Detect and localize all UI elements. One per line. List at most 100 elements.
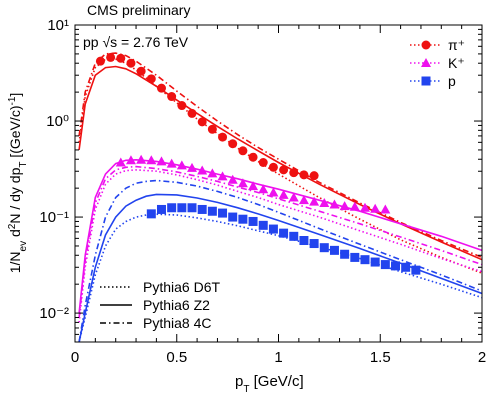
point-square-2 bbox=[167, 203, 177, 213]
point-triangle-7 bbox=[187, 162, 198, 172]
point-triangle-18 bbox=[298, 195, 309, 205]
point-triangle-25 bbox=[370, 203, 381, 213]
point-square-15 bbox=[299, 236, 309, 246]
point-square-7 bbox=[218, 208, 228, 218]
point-square-20 bbox=[350, 252, 360, 262]
point-square-26 bbox=[411, 265, 421, 275]
curve-K-solid bbox=[78, 158, 483, 314]
y-tick-label: 10⁻¹ bbox=[39, 209, 69, 226]
curve-pi-solid bbox=[78, 65, 483, 261]
y-tick-label: 10⁻² bbox=[39, 305, 69, 322]
point-triangle-14 bbox=[258, 184, 269, 194]
data-points bbox=[95, 52, 421, 275]
point-triangle-6 bbox=[176, 160, 187, 170]
legend-marker-circle bbox=[421, 40, 431, 50]
x-tick-label: 0.5 bbox=[166, 349, 187, 366]
point-triangle-24 bbox=[359, 202, 370, 212]
point-square-5 bbox=[197, 204, 207, 214]
particle-legend: π⁺ K⁺ p bbox=[410, 37, 465, 89]
point-circle-19 bbox=[289, 168, 299, 178]
generator-legend: Pythia6 D6T Pythia6 Z2 Pythia8 4C bbox=[100, 279, 220, 331]
point-circle-8 bbox=[177, 101, 187, 111]
point-circle-2 bbox=[116, 53, 126, 63]
axis-ticks bbox=[74, 24, 483, 343]
legend-label-dashdot: Pythia8 4C bbox=[143, 315, 211, 331]
point-triangle-4 bbox=[156, 156, 167, 166]
point-triangle-21 bbox=[329, 199, 340, 209]
point-circle-20 bbox=[299, 170, 309, 180]
legend-marker-triangle bbox=[421, 58, 431, 67]
point-triangle-17 bbox=[288, 192, 299, 202]
point-square-19 bbox=[340, 249, 350, 259]
point-triangle-20 bbox=[319, 198, 330, 208]
point-triangle-26 bbox=[380, 204, 391, 214]
point-triangle-8 bbox=[197, 165, 208, 175]
point-square-16 bbox=[309, 239, 319, 249]
point-square-25 bbox=[401, 262, 411, 272]
curve-pi-dotted bbox=[78, 58, 483, 274]
curve-K-dotted bbox=[78, 169, 483, 323]
y-tick-labels: 10⁻² 10⁻¹ 10⁰ 10¹ bbox=[39, 17, 69, 322]
point-circle-4 bbox=[136, 66, 146, 76]
y-tick-label: 10⁰ bbox=[46, 113, 69, 130]
point-triangle-2 bbox=[136, 154, 147, 164]
point-square-3 bbox=[177, 203, 187, 213]
point-circle-5 bbox=[146, 74, 156, 84]
point-circle-15 bbox=[248, 152, 258, 162]
point-triangle-15 bbox=[268, 187, 279, 197]
point-square-8 bbox=[228, 212, 238, 222]
point-square-0 bbox=[146, 209, 156, 219]
point-circle-0 bbox=[95, 56, 105, 66]
point-square-4 bbox=[187, 203, 197, 213]
x-tick-label: 1 bbox=[274, 349, 282, 366]
point-circle-9 bbox=[187, 108, 197, 118]
curve-K-dashdot bbox=[78, 165, 483, 318]
x-axis-label: pT [GeV/c] bbox=[235, 373, 304, 395]
point-square-17 bbox=[319, 243, 329, 253]
point-triangle-23 bbox=[349, 201, 360, 211]
curve-p-dashdot bbox=[78, 179, 483, 343]
cms-banner: CMS preliminary bbox=[87, 2, 190, 18]
point-triangle-10 bbox=[217, 171, 228, 181]
point-circle-12 bbox=[218, 132, 228, 142]
point-circle-17 bbox=[268, 162, 278, 172]
point-square-12 bbox=[268, 224, 278, 234]
point-triangle-12 bbox=[237, 178, 248, 188]
point-circle-18 bbox=[279, 165, 289, 175]
point-circle-13 bbox=[228, 139, 238, 149]
legend-marker-square bbox=[421, 76, 431, 86]
legend-label-square: p bbox=[448, 73, 456, 89]
legend-label-circle: π⁺ bbox=[448, 37, 465, 53]
point-square-18 bbox=[329, 245, 339, 255]
point-circle-6 bbox=[156, 83, 166, 93]
point-square-13 bbox=[279, 228, 289, 238]
point-circle-14 bbox=[238, 146, 248, 156]
point-triangle-19 bbox=[309, 196, 320, 206]
y-axis-label: 1/Nev d2N / dy dpT [(GeV/c)-1] bbox=[7, 93, 29, 274]
point-triangle-22 bbox=[339, 201, 350, 211]
curve-p-solid bbox=[78, 193, 483, 343]
legend-label-triangle: K⁺ bbox=[448, 55, 465, 71]
y-tick-label: 10¹ bbox=[47, 17, 69, 34]
point-square-24 bbox=[391, 261, 401, 271]
x-tick-label: 2 bbox=[478, 349, 486, 366]
point-triangle-11 bbox=[227, 174, 238, 184]
point-square-23 bbox=[380, 260, 390, 270]
point-triangle-3 bbox=[146, 155, 157, 165]
point-circle-3 bbox=[126, 58, 136, 68]
point-circle-11 bbox=[207, 124, 217, 134]
x-tick-labels: 0 0.5 1 1.5 2 bbox=[71, 349, 486, 366]
generator-curves bbox=[78, 52, 483, 343]
legend-label-dotted: Pythia6 D6T bbox=[143, 279, 220, 295]
point-triangle-1 bbox=[125, 155, 136, 165]
point-triangle-16 bbox=[278, 189, 289, 199]
system-label: pp √s = 2.76 TeV bbox=[83, 34, 189, 50]
point-square-9 bbox=[238, 214, 248, 224]
point-square-6 bbox=[207, 206, 217, 216]
point-circle-10 bbox=[197, 117, 207, 127]
point-circle-7 bbox=[167, 92, 177, 102]
point-circle-16 bbox=[258, 157, 268, 167]
point-square-22 bbox=[370, 257, 380, 267]
point-triangle-9 bbox=[207, 168, 218, 178]
